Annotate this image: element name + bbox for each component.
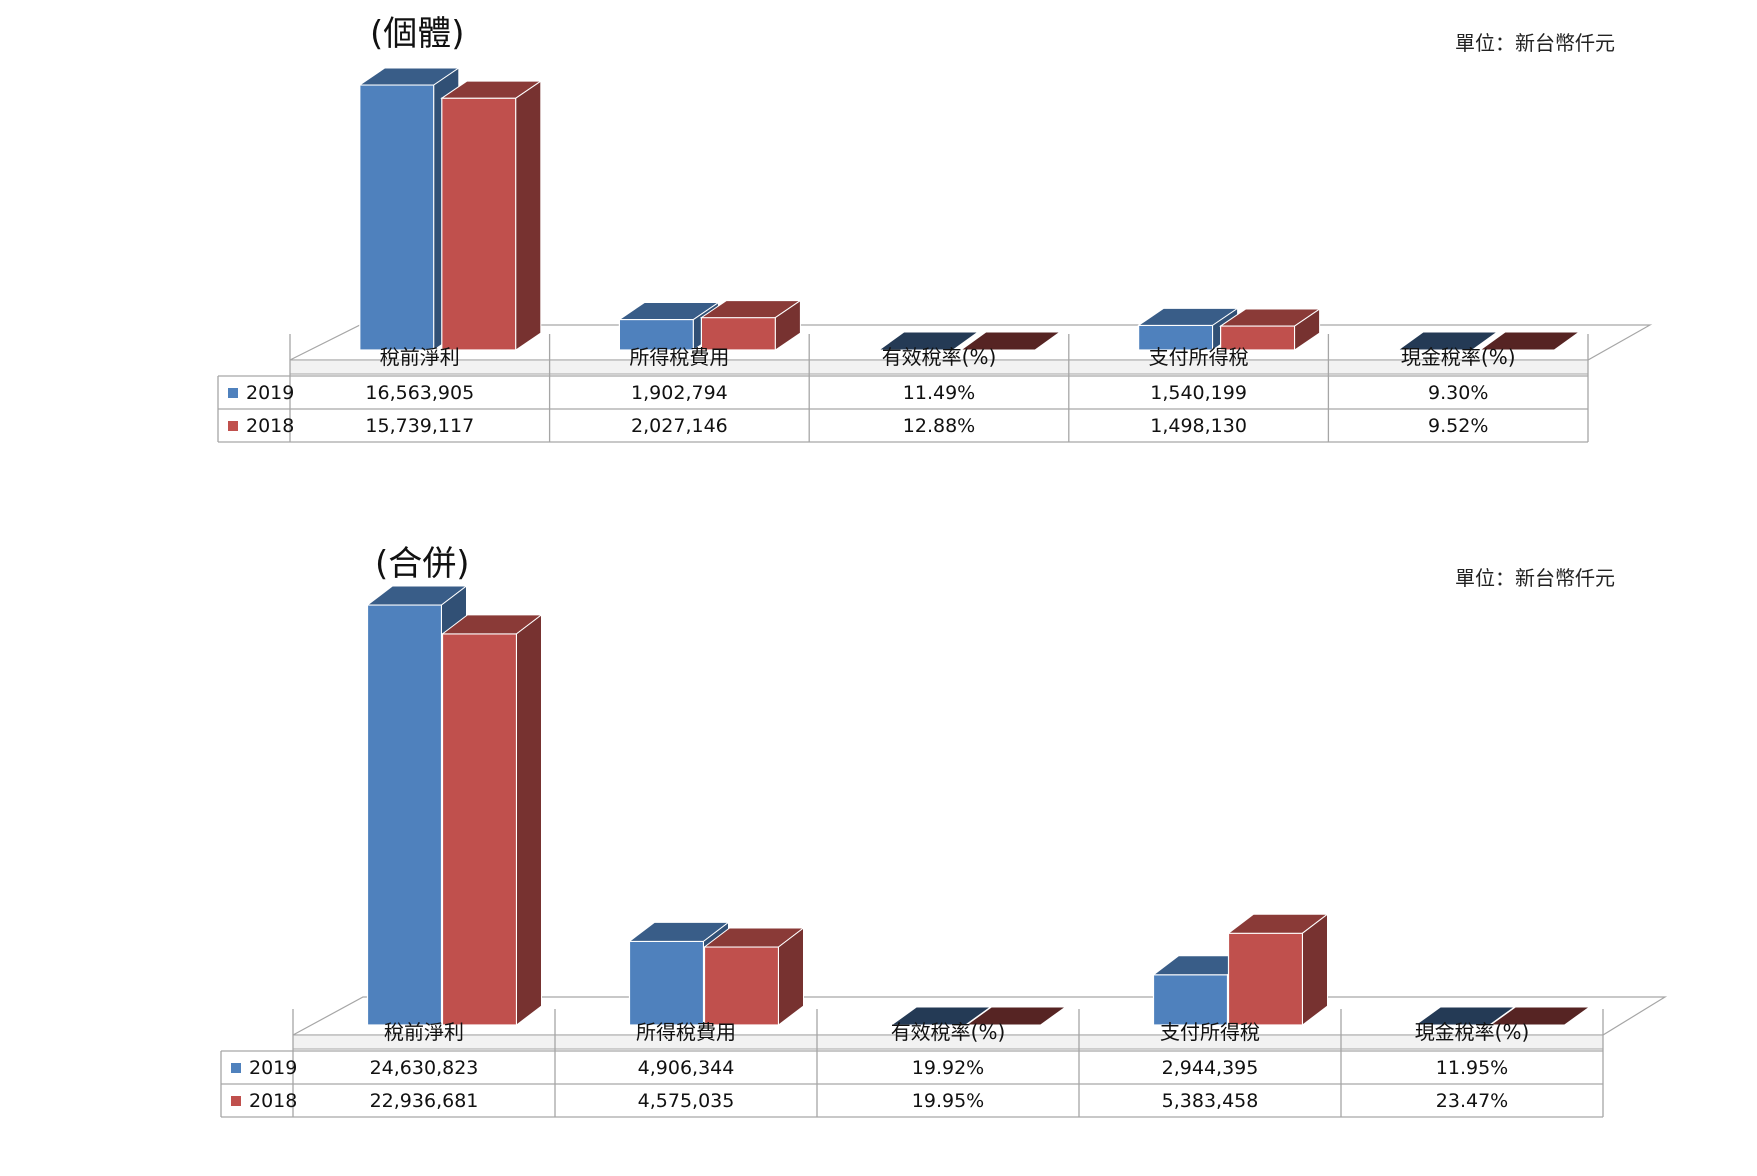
legend-label: 2019 <box>249 1057 297 1079</box>
bar-front-face <box>1227 932 1304 1026</box>
bar-2018-4 <box>1227 913 1329 1027</box>
bar-side-face <box>516 613 542 1027</box>
bar-front-face <box>359 84 435 351</box>
bar-2019-4 <box>1136 307 1240 351</box>
category-label: 支付所得稅 <box>1149 345 1249 369</box>
chart-consolidated: (合併) 單位：新台幣仟元稅前淨利 所得稅費用 有效稅率(%) 支付所得稅 現金稅率(%)… <box>0 540 1757 1176</box>
data-label: 9.52% <box>1428 415 1488 437</box>
bar-top-face <box>1413 1006 1517 1026</box>
bar-2019-5 <box>1396 331 1499 351</box>
bar-side-face <box>1294 308 1321 351</box>
bar-2019-5 <box>1413 1006 1517 1026</box>
bar-2019-3 <box>877 331 980 351</box>
bar-2018-1 <box>441 613 543 1027</box>
data-label: 24,630,823 <box>370 1057 479 1079</box>
category-label: 稅前淨利 <box>384 1020 464 1044</box>
data-label: 4,575,035 <box>638 1090 735 1112</box>
category-label: 有效稅率(%) <box>891 1020 1006 1044</box>
category-label: 現金稅率(%) <box>1415 1020 1530 1044</box>
bar-front-face <box>366 604 443 1026</box>
bar-2018-3 <box>959 331 1062 351</box>
bar-2018-5 <box>1478 331 1581 351</box>
data-label: 1,902,794 <box>631 382 728 404</box>
data-label: 2,944,395 <box>1162 1057 1259 1079</box>
bar-top-face <box>1488 1006 1592 1026</box>
data-label: 11.49% <box>903 382 975 404</box>
category-label: 有效稅率(%) <box>882 345 997 369</box>
legend-swatch <box>228 388 238 398</box>
data-label: 22,936,681 <box>370 1090 479 1112</box>
bar-front-face <box>441 97 517 351</box>
legend-label: 2018 <box>246 415 294 437</box>
chart-individual: (個體) 單位：新台幣仟元稅前淨利 所得稅費用 有效稅率(%) 支付所得稅 現金稅率(%)… <box>0 0 1757 520</box>
category-label: 稅前淨利 <box>380 345 460 369</box>
data-label: 5,383,458 <box>1162 1090 1259 1112</box>
bar-front-face <box>618 318 695 351</box>
data-label: 2,027,146 <box>631 415 728 437</box>
legend-swatch <box>231 1096 241 1106</box>
bar-2018-3 <box>964 1006 1068 1026</box>
bar-front-face <box>1152 974 1229 1026</box>
data-label: 9.30% <box>1428 382 1488 404</box>
category-label: 所得稅費用 <box>636 1020 736 1044</box>
data-label: 4,906,344 <box>638 1057 735 1079</box>
data-label: 1,498,130 <box>1150 415 1247 437</box>
category-label: 所得稅費用 <box>629 345 729 369</box>
bar-top-face <box>889 1006 993 1026</box>
data-label: 11.95% <box>1436 1057 1508 1079</box>
bar-top-face <box>877 331 980 351</box>
data-label: 19.95% <box>912 1090 984 1112</box>
bar-2019-3 <box>889 1006 993 1026</box>
bar-front-face <box>441 633 518 1026</box>
data-label: 23.47% <box>1436 1090 1508 1112</box>
bar-side-face <box>515 80 542 351</box>
bar-front-face <box>628 940 705 1026</box>
data-label: 12.88% <box>903 415 975 437</box>
bar-top-face <box>1478 331 1581 351</box>
bar-side-face <box>774 299 801 351</box>
bar-front-face <box>703 946 780 1026</box>
data-label: 19.92% <box>912 1057 984 1079</box>
legend-swatch <box>231 1063 241 1073</box>
legend-label: 2019 <box>246 382 294 404</box>
bar-top-face <box>964 1006 1068 1026</box>
bar-2018-5 <box>1488 1006 1592 1026</box>
bar-top-face <box>959 331 1062 351</box>
legend-label: 2018 <box>249 1090 297 1112</box>
chart-title: (個體) <box>370 14 465 54</box>
bar-2018-1 <box>440 80 543 351</box>
bar-2018-2 <box>699 299 803 351</box>
data-label: 15,739,117 <box>365 415 474 437</box>
data-label: 16,563,905 <box>365 382 474 404</box>
unit-label: 單位：新台幣仟元 <box>1455 566 1615 590</box>
unit-label: 單位：新台幣仟元 <box>1455 31 1615 55</box>
legend-swatch <box>228 421 238 431</box>
bar-side-face <box>1302 913 1328 1027</box>
category-label: 現金稅率(%) <box>1401 345 1516 369</box>
bar-side-face <box>778 926 804 1027</box>
data-label: 1,540,199 <box>1150 382 1247 404</box>
bar-2018-2 <box>703 926 805 1027</box>
chart-title: (合併) <box>375 544 470 584</box>
category-label: 支付所得稅 <box>1160 1020 1260 1044</box>
bar-2018-4 <box>1218 308 1322 351</box>
bar-top-face <box>1396 331 1499 351</box>
